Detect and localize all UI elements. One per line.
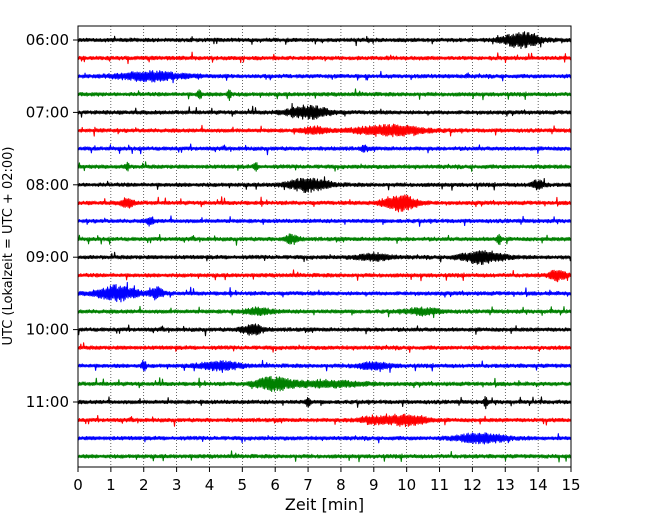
seismic-traces — [77, 31, 572, 463]
trace-0915 — [77, 269, 572, 283]
trace-0645 — [77, 88, 572, 102]
trace-0930 — [77, 281, 572, 303]
x-tick-label: 9 — [369, 476, 379, 494]
x-axis-ticks: 0 1 2 3 4 5 6 7 8 9 10 11 12 13 14 15 — [73, 467, 581, 494]
y-axis-label: UTC (Lokalzeit = UTC + 02:00) — [1, 147, 16, 346]
trace-0845 — [77, 233, 572, 246]
y-tick-label: 09:00 — [26, 248, 69, 266]
x-tick-label: 15 — [561, 476, 580, 494]
trace-1130 — [77, 432, 572, 445]
x-tick-label: 7 — [303, 476, 313, 494]
x-tick-label: 13 — [496, 476, 515, 494]
trace-0600 — [77, 31, 572, 49]
trace-1100 — [77, 396, 572, 410]
trace-0715 — [77, 123, 572, 138]
trace-0700 — [77, 103, 572, 120]
x-tick-label: 0 — [73, 476, 83, 494]
y-axis-ticks: 06:00 07:00 08:00 09:00 10:00 11:00 — [26, 31, 78, 411]
x-tick-label: 3 — [172, 476, 182, 494]
trace-0945 — [77, 305, 572, 319]
trace-0800 — [77, 176, 572, 194]
trace-0830 — [77, 215, 572, 227]
x-tick-label: 2 — [139, 476, 149, 494]
trace-0630 — [77, 70, 572, 84]
x-tick-label: 14 — [529, 476, 548, 494]
trace-0730 — [77, 143, 572, 156]
y-tick-label: 06:00 — [26, 31, 69, 49]
x-tick-label: 4 — [205, 476, 215, 494]
x-tick-label: 12 — [463, 476, 482, 494]
trace-0900 — [77, 250, 572, 265]
x-tick-label: 10 — [397, 476, 416, 494]
y-tick-label: 10:00 — [26, 321, 69, 339]
trace-1115 — [77, 413, 572, 428]
x-axis-label: Zeit [min] — [285, 495, 364, 514]
x-tick-label: 1 — [106, 476, 116, 494]
trace-0745 — [77, 161, 572, 172]
x-tick-label: 8 — [336, 476, 346, 494]
y-tick-label: 08:00 — [26, 176, 69, 194]
y-tick-label: 07:00 — [26, 103, 69, 121]
y-tick-label: 11:00 — [26, 393, 69, 411]
trace-0615 — [77, 51, 572, 65]
trace-1015 — [77, 342, 572, 353]
trace-1145 — [77, 450, 572, 463]
x-tick-label: 5 — [238, 476, 248, 494]
trace-1000 — [77, 323, 572, 337]
trace-1045 — [77, 375, 572, 393]
trace-0815 — [77, 194, 572, 213]
plot-frame — [77, 25, 572, 468]
x-tick-label: 6 — [270, 476, 280, 494]
x-tick-label: 11 — [430, 476, 449, 494]
trace-1030 — [77, 359, 572, 373]
